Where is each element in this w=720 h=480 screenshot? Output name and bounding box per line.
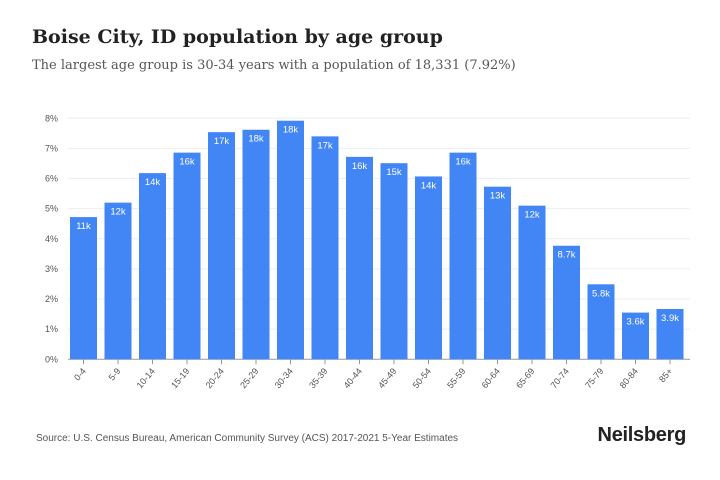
data-label: 12k [110, 207, 126, 218]
data-label: 3.6k [627, 317, 645, 328]
y-tick-label: 7% [45, 143, 58, 153]
data-label: 17k [214, 136, 230, 147]
bar [277, 120, 304, 360]
x-tick-label: 45-49 [376, 366, 398, 390]
y-tick-label: 1% [45, 324, 58, 334]
data-label: 18k [248, 134, 264, 145]
source-note: Source: U.S. Census Bureau, American Com… [36, 433, 459, 444]
data-label: 16k [352, 161, 368, 172]
x-tick-label: 10-14 [135, 366, 157, 390]
bar [518, 205, 546, 360]
y-tick-label: 8% [45, 113, 58, 123]
x-tick-label: 15-19 [169, 366, 191, 390]
data-label: 3.9k [661, 313, 679, 324]
x-tick-label: 5-9 [107, 366, 123, 382]
bar [656, 308, 684, 360]
bar [70, 217, 97, 360]
data-label: 5.8k [592, 288, 610, 299]
bar [380, 163, 408, 360]
data-label: 12k [524, 210, 540, 221]
data-label: 14k [421, 180, 437, 191]
x-tick-label: 50-54 [411, 366, 433, 390]
data-label: 15k [386, 167, 402, 178]
x-tick-label: 30-34 [273, 366, 295, 390]
bar [553, 245, 580, 360]
bar [346, 156, 373, 360]
neilsberg-logo: Neilsberg [597, 424, 687, 446]
y-tick-label: 3% [45, 264, 58, 274]
x-tick-label: 55-59 [445, 366, 467, 390]
bar [622, 312, 649, 360]
data-label: 14k [145, 177, 161, 188]
bar [242, 129, 270, 360]
data-label: 11k [76, 221, 91, 232]
bar [139, 173, 166, 360]
x-tick-label: 80-84 [618, 366, 640, 390]
data-label: 8.7k [558, 250, 576, 261]
y-tick-label: 4% [45, 234, 58, 244]
bar [415, 176, 442, 360]
y-tick-label: 0% [45, 354, 58, 364]
bar [484, 186, 511, 360]
bar [587, 284, 615, 360]
data-label: 16k [455, 157, 471, 168]
bar [208, 132, 235, 360]
y-tick-label: 6% [45, 174, 58, 184]
bar [311, 136, 339, 360]
x-tick-label: 75-79 [583, 366, 605, 390]
x-tick-label: 60-64 [480, 366, 502, 390]
x-tick-label: 70-74 [549, 366, 571, 390]
chart-title: Boise City, ID population by age group [32, 26, 443, 48]
data-label: 13k [490, 191, 506, 202]
bar [449, 152, 477, 360]
data-label: 18k [283, 125, 299, 136]
bar [104, 202, 132, 360]
data-label: 16k [179, 157, 195, 168]
x-tick-label: 20-24 [204, 366, 226, 390]
x-tick-label: 35-39 [307, 366, 329, 390]
x-tick-label: 25-29 [238, 366, 260, 390]
x-tick-label: 0-4 [72, 366, 88, 382]
x-tick-label: 65-69 [514, 366, 536, 390]
x-tick-label: 40-44 [342, 366, 364, 390]
x-tick-label: 85+ [657, 366, 674, 384]
y-tick-label: 2% [45, 294, 58, 304]
chart-subtitle: The largest age group is 30-34 years wit… [32, 58, 516, 73]
bar [173, 152, 201, 360]
data-label: 17k [317, 140, 333, 151]
y-tick-label: 5% [45, 204, 58, 214]
